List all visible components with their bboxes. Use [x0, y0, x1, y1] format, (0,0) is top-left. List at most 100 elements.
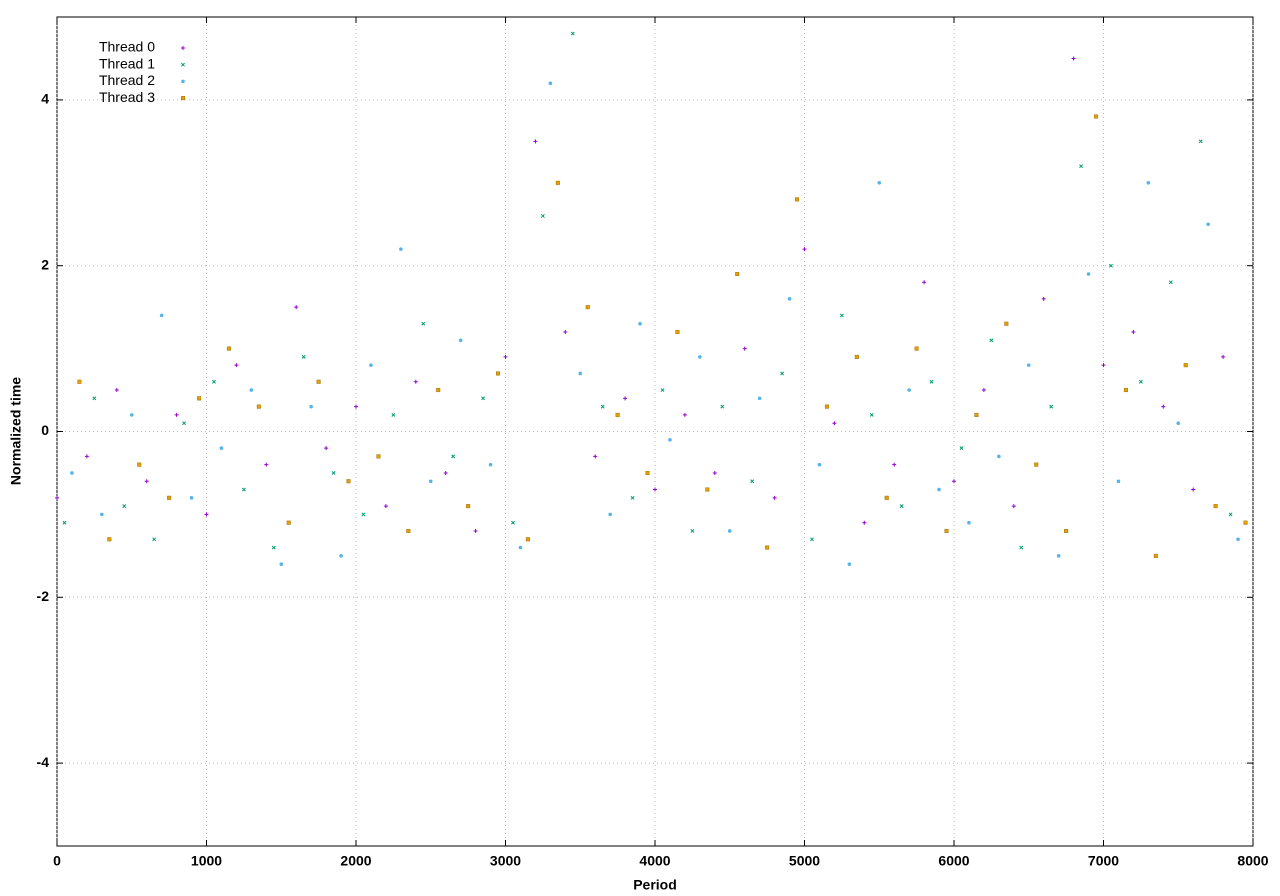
point [226, 346, 231, 351]
point [892, 462, 897, 467]
point [839, 313, 844, 318]
point [212, 379, 216, 384]
point [1109, 263, 1113, 268]
point [1034, 462, 1039, 467]
point [100, 512, 104, 517]
x-tick-label: 2000 [340, 853, 371, 869]
point [241, 487, 246, 492]
point [854, 354, 859, 359]
point [585, 305, 590, 310]
point [316, 379, 321, 384]
x-tick-label: 6000 [938, 853, 969, 869]
point [114, 388, 119, 393]
point [712, 470, 717, 475]
legend-marker [181, 46, 185, 50]
point [780, 371, 785, 376]
point [1123, 388, 1128, 393]
point [832, 421, 837, 426]
point [974, 412, 979, 417]
point [55, 495, 59, 500]
point [735, 271, 740, 276]
point [369, 363, 373, 367]
point [144, 479, 149, 484]
x-tick-label: 0 [53, 853, 61, 869]
y-axis-label: Normalized time [8, 377, 24, 485]
x-axis-label: Period [633, 877, 677, 893]
point [1019, 545, 1024, 550]
point [720, 404, 725, 409]
point [167, 495, 172, 500]
point [952, 479, 956, 484]
legend-marker [180, 96, 185, 101]
point [1191, 487, 1196, 492]
legend-marker [181, 62, 185, 67]
point [937, 487, 941, 492]
point [615, 412, 620, 417]
point [981, 388, 986, 393]
legend-label: Thread 1 [99, 55, 155, 71]
point [488, 462, 493, 467]
point [1004, 321, 1009, 326]
point [301, 354, 306, 359]
point [346, 479, 351, 484]
point [660, 388, 665, 393]
point [600, 404, 605, 409]
point [959, 446, 964, 451]
point [62, 520, 67, 525]
point [682, 412, 687, 417]
point [1228, 512, 1233, 517]
point [884, 495, 889, 500]
point [383, 504, 388, 509]
legend-label: Thread 2 [99, 72, 155, 88]
point [107, 537, 112, 542]
point [428, 479, 433, 484]
point [1071, 56, 1076, 61]
point [727, 529, 732, 533]
point [399, 247, 403, 251]
point [540, 214, 545, 218]
legend-label: Thread 3 [99, 89, 155, 105]
point [810, 537, 814, 542]
point [496, 371, 501, 376]
point [391, 412, 396, 417]
point [189, 496, 194, 500]
point [451, 454, 456, 459]
point [847, 562, 852, 566]
point [294, 305, 299, 310]
point [593, 454, 598, 459]
point [862, 520, 867, 525]
point [817, 462, 822, 467]
point [1161, 404, 1166, 409]
point [92, 396, 97, 401]
point [765, 545, 770, 550]
point [1064, 528, 1069, 533]
point [944, 528, 949, 533]
point [1094, 114, 1099, 119]
point [1221, 354, 1226, 359]
point [750, 479, 755, 484]
point [1049, 404, 1054, 409]
point [324, 446, 329, 451]
legend-marker [181, 79, 185, 84]
point [638, 321, 642, 326]
point [122, 504, 127, 509]
point [1198, 139, 1203, 144]
point [234, 363, 239, 368]
point [757, 396, 762, 401]
point [1206, 222, 1210, 227]
point [690, 529, 695, 533]
point [1176, 421, 1181, 426]
point [1011, 504, 1016, 509]
point [1146, 181, 1151, 185]
x-tick-label: 7000 [1088, 853, 1119, 869]
point [1243, 520, 1248, 525]
point [354, 404, 358, 409]
point [129, 413, 134, 417]
point [1213, 504, 1218, 509]
point [249, 388, 254, 392]
point [533, 139, 538, 144]
y-tick-label: 4 [41, 91, 49, 107]
point [518, 545, 523, 550]
point [772, 495, 777, 500]
